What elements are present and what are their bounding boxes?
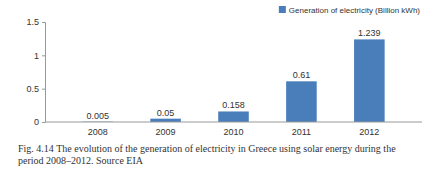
legend-label: Generation of electricity (Billion kWh) (289, 6, 420, 15)
y-tick-label: 0 (34, 117, 39, 127)
bar (286, 81, 317, 122)
y-tick: 0.5 (26, 84, 45, 94)
y-tick-mark (42, 122, 45, 123)
data-label: 0.158 (222, 100, 245, 110)
x-tick-label: 2010 (223, 127, 243, 137)
y-tick: 1.5 (26, 17, 45, 27)
y-tick-label: 1 (34, 51, 39, 61)
x-tick: 2012 (359, 127, 379, 137)
bar (218, 111, 249, 122)
y-tick-label: 1.5 (26, 17, 39, 27)
legend-item: Generation of electricity (Billion kWh) (279, 6, 420, 15)
y-tick-mark (42, 22, 45, 23)
y-tick-mark (42, 55, 45, 56)
x-tick: 2011 (292, 127, 311, 137)
x-tick: 2009 (156, 127, 176, 137)
x-tick-label: 2011 (292, 127, 311, 137)
x-tick: 2008 (88, 127, 108, 137)
data-label: 1.239 (358, 28, 381, 38)
y-tick-label: 0.5 (26, 84, 39, 94)
x-tick-label: 2012 (359, 127, 379, 137)
x-axis-line (45, 122, 422, 123)
legend: Generation of electricity (Billion kWh) (279, 6, 420, 15)
legend-swatch (279, 6, 286, 13)
y-axis: 0 0.5 1 1.5 (26, 17, 45, 127)
x-tick: 2010 (223, 127, 243, 137)
caption: Fig. 4.14 The evolution of the generatio… (18, 143, 418, 167)
y-tick: 0 (34, 117, 45, 127)
x-tick-label: 2008 (88, 127, 108, 137)
data-label: 0.005 (86, 111, 109, 121)
data-labels: 0.005 0.05 0.158 0.61 1.239 (86, 28, 380, 120)
y-axis-line (42, 23, 46, 123)
data-label: 0.61 (293, 70, 311, 80)
x-axis: 2008 2009 2010 2011 2012 (45, 122, 422, 137)
y-tick-mark (42, 89, 45, 90)
data-label: 0.05 (157, 108, 175, 118)
y-tick: 1 (34, 51, 45, 61)
bars (82, 39, 384, 122)
bar (354, 39, 385, 122)
x-tick-label: 2009 (156, 127, 176, 137)
